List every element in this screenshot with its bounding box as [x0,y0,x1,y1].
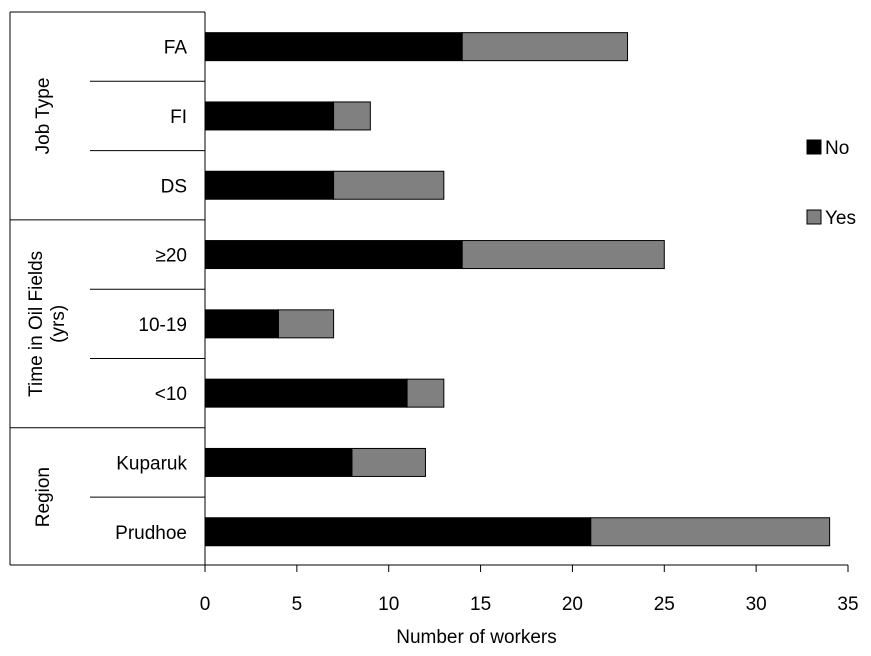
bar-yes-fi [333,101,371,131]
bar-yes-ds [333,170,445,200]
x-tick-label-20: 20 [562,594,583,615]
x-tick-label-0: 0 [200,594,211,615]
group-label-line: Time in Oil Fields [26,251,47,397]
x-axis-title: Number of workers [396,627,557,648]
group-label-line: Job Type [33,78,54,155]
group-label-region: Region [33,467,54,527]
bar-no-kuparuk [204,447,353,477]
bar-yes-kuparuk [351,447,426,477]
category-label-ge20: ≥20 [155,246,187,267]
bar-yes-lt10 [406,378,445,408]
x-tick-label-30: 30 [746,594,767,615]
labels-layer: FA FI DS ≥20 10-19 <10 Kuparuk Prudhoe 0 5 10 15 20 2… [26,38,859,615]
category-label-prudhoe: Prudhoe [115,523,187,544]
bar-no-fi [204,101,335,131]
group-label-job-type: Job Type [33,78,54,155]
x-tick-label-25: 25 [654,594,675,615]
category-label-kuparuk: Kuparuk [116,453,187,474]
x-tick-label-5: 5 [292,594,303,615]
x-tick-label-15: 15 [470,594,491,615]
category-label-lt10: <10 [155,384,187,405]
legend-swatch-no [806,139,822,155]
x-tick-label-10: 10 [378,594,399,615]
legend: No Yes [806,138,856,229]
bar-no-lt10 [204,378,408,408]
bar-no-fa [204,32,463,62]
bar-yes-prudhoe [590,517,831,547]
bar-no-prudhoe [204,517,592,547]
group-label-line: (yrs) [48,305,69,343]
x-tick-label-35: 35 [837,594,858,615]
bar-no-ds [204,170,335,200]
bar-no-10-19 [204,309,279,339]
category-label-fi: FI [170,107,187,128]
category-label-10-19: 10-19 [138,315,187,336]
bar-yes-10-19 [277,309,335,339]
bar-yes-ge20 [461,240,665,270]
legend-swatch-yes [806,209,822,225]
legend-label-no: No [825,138,849,159]
bar-no-ge20 [204,240,463,270]
group-label-line: Region [33,467,54,527]
category-label-fa: FA [164,38,188,59]
legend-label-yes: Yes [825,208,856,229]
category-label-ds: DS [161,176,187,197]
axis-structure [9,11,849,572]
group-label-time-in-oil-fields-yrs: Time in Oil Fields(yrs) [26,251,69,397]
bar-yes-fa [461,32,629,62]
bars-layer [204,32,831,547]
